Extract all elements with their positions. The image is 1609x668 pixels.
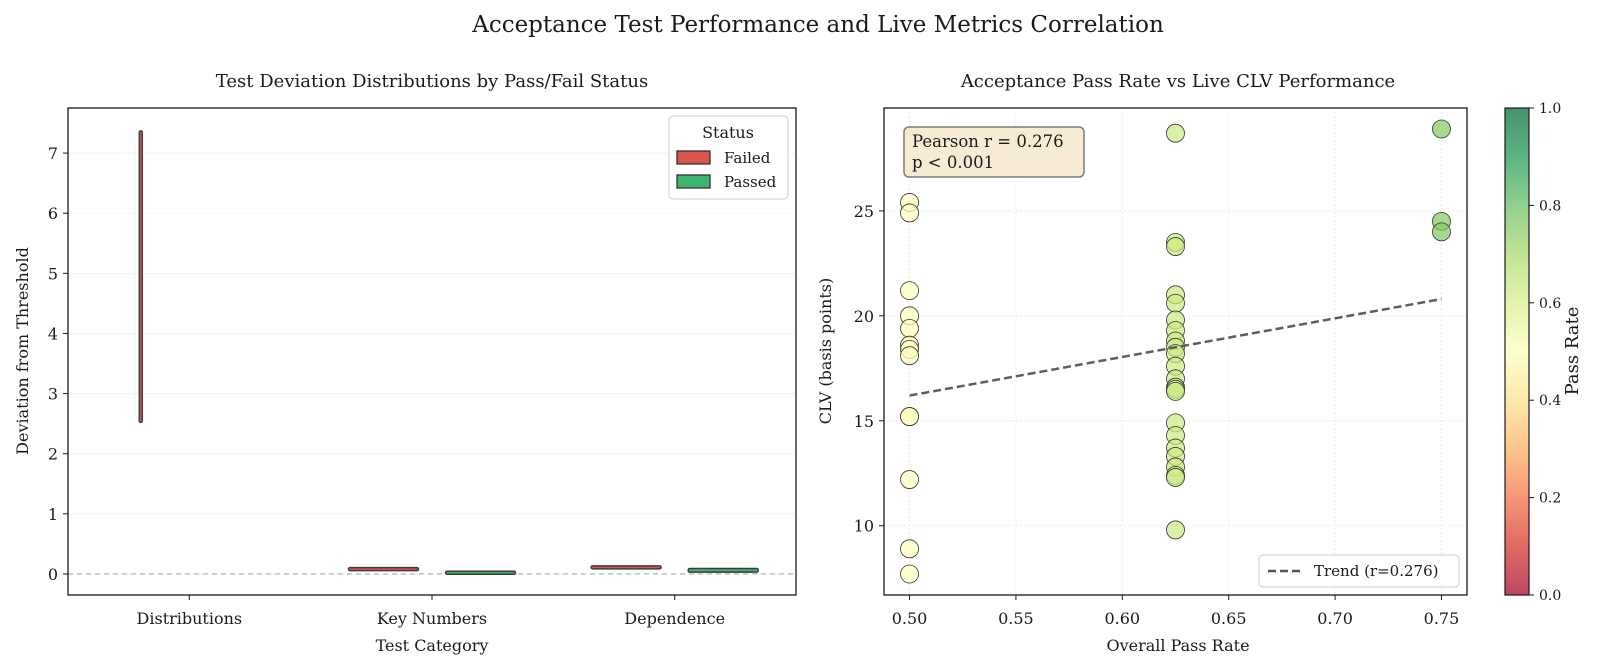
annotation-box xyxy=(903,126,1085,178)
violin-y-tick-label: 0 xyxy=(48,565,58,584)
scatter-marks xyxy=(900,119,1451,584)
scatter-y-tick-label: 10 xyxy=(854,517,874,536)
scatter-x-axis-label: Overall Pass Rate xyxy=(1106,636,1249,655)
scatter-point xyxy=(900,564,919,584)
scatter-y-tick-label: 20 xyxy=(854,307,874,326)
annotation-p-value: p < 0.001 xyxy=(912,153,994,172)
correlation-annotation: Pearson r = 0.276 p < 0.001 xyxy=(903,126,1085,178)
violin-chart-title: Test Deviation Distributions by Pass/Fai… xyxy=(216,71,648,92)
trend-line xyxy=(909,297,1442,397)
violin-x-ticks: Distributions Key Numbers Dependence xyxy=(137,595,725,628)
violin-grid xyxy=(68,152,796,575)
colorbar-ticks: 0.0 0.2 0.4 0.6 0.8 1.0 xyxy=(1529,101,1561,604)
violin-x-tick-label: Key Numbers xyxy=(377,609,487,628)
scatter-x-tick-label: 0.50 xyxy=(892,609,928,628)
violin-y-tick-label: 7 xyxy=(48,144,58,163)
trend-legend-label: Trend (r=0.276) xyxy=(1314,562,1438,580)
scatter-point xyxy=(1166,520,1185,540)
figure-title: Acceptance Test Performance and Live Met… xyxy=(471,12,1164,38)
scatter-y-axis-label: CLV (basis points) xyxy=(816,278,835,424)
scatter-x-tick-label: 0.60 xyxy=(1104,609,1140,628)
colorbar-tick-label: 0.0 xyxy=(1539,588,1561,604)
scatter-x-tick-label: 0.55 xyxy=(998,609,1034,628)
scatter-point xyxy=(1166,293,1185,313)
scatter-grid xyxy=(884,108,1467,595)
violin-passed-dependence xyxy=(687,567,759,573)
legend-label-failed: Failed xyxy=(724,149,771,167)
scatter-chart-title: Acceptance Pass Rate vs Live CLV Perform… xyxy=(960,71,1395,92)
violin-x-axis-label: Test Category xyxy=(376,636,489,655)
violin-y-tick-label: 3 xyxy=(48,385,58,404)
violin-y-tick-label: 1 xyxy=(48,505,58,524)
colorbar-tick-label: 0.4 xyxy=(1539,393,1561,409)
scatter-x-tick-label: 0.75 xyxy=(1424,609,1460,628)
annotation-pearson: Pearson r = 0.276 xyxy=(912,132,1064,151)
scatter-point xyxy=(900,281,919,301)
scatter-point xyxy=(1166,468,1185,487)
violin-y-ticks: 0 1 2 3 4 5 6 7 xyxy=(48,144,68,584)
colorbar-frame xyxy=(1504,107,1530,596)
violin-y-tick-label: 4 xyxy=(48,324,58,343)
scatter-axes-frame xyxy=(883,107,1468,596)
scatter-panel: Acceptance Pass Rate vs Live CLV Perform… xyxy=(816,71,1583,655)
scatter-point xyxy=(900,407,919,426)
scatter-point xyxy=(1432,222,1451,242)
violin-marks xyxy=(68,130,796,576)
scatter-point xyxy=(1166,237,1185,256)
scatter-point xyxy=(1166,123,1185,143)
violin-y-axis-label: Deviation from Threshold xyxy=(13,247,32,455)
violin-passed-key-numbers xyxy=(444,570,517,576)
scatter-x-tick-label: 0.65 xyxy=(1211,609,1247,628)
scatter-point xyxy=(900,319,919,338)
scatter-y-tick-label: 15 xyxy=(854,412,874,431)
scatter-x-tick-label: 0.70 xyxy=(1317,609,1353,628)
legend-swatch-passed xyxy=(676,174,711,189)
scatter-point xyxy=(1166,381,1185,401)
scatter-legend[interactable]: Trend (r=0.276) xyxy=(1258,554,1460,588)
scatter-point xyxy=(900,470,919,489)
violin-failed-distributions xyxy=(138,130,144,424)
colorbar-tick-label: 1.0 xyxy=(1539,101,1561,117)
violin-y-tick-label: 2 xyxy=(48,445,58,464)
legend-swatch-failed xyxy=(676,150,711,165)
colorbar xyxy=(1505,108,1529,595)
violin-panel: Test Deviation Distributions by Pass/Fai… xyxy=(13,71,797,655)
colorbar-tick-label: 0.2 xyxy=(1539,491,1561,507)
scatter-point xyxy=(900,346,919,366)
scatter-point xyxy=(1432,119,1451,139)
violin-x-tick-label: Dependence xyxy=(624,609,725,628)
violin-failed-dependence xyxy=(590,565,662,570)
legend-title: Status xyxy=(702,123,754,142)
violin-x-tick-label: Distributions xyxy=(137,609,243,628)
colorbar-label: Pass Rate xyxy=(1562,307,1583,396)
violin-y-tick-label: 6 xyxy=(48,204,58,223)
scatter-point xyxy=(900,539,919,559)
scatter-y-tick-label: 25 xyxy=(854,202,874,221)
legend-label-passed: Passed xyxy=(724,173,777,191)
violin-legend[interactable]: Status Failed Passed xyxy=(668,115,789,200)
scatter-x-ticks: 0.50 0.55 0.60 0.65 0.70 0.75 xyxy=(892,595,1460,628)
violin-failed-key-numbers xyxy=(347,566,420,572)
scatter-legend-box xyxy=(1258,554,1460,588)
violin-y-tick-label: 5 xyxy=(48,264,58,283)
scatter-y-ticks: 10 15 20 25 xyxy=(854,202,884,536)
colorbar-tick-label: 0.6 xyxy=(1539,296,1561,312)
colorbar-tick-label: 0.8 xyxy=(1539,198,1561,214)
scatter-point xyxy=(900,203,919,223)
